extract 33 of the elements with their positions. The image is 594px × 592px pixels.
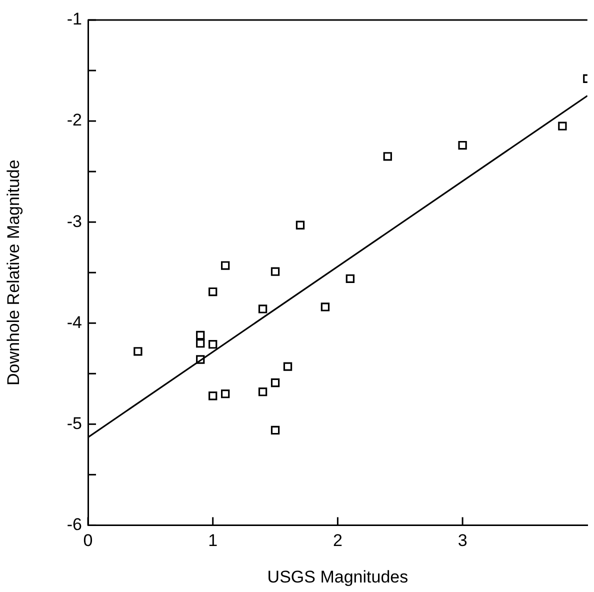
y-tick-label: -6 — [66, 514, 82, 534]
point — [458, 140, 467, 150]
point — [346, 274, 355, 283]
point — [208, 340, 218, 349]
point — [208, 287, 218, 296]
x-axis-title: USGS Magnitudes — [267, 567, 408, 586]
point — [208, 392, 218, 400]
y-tick-label: -4 — [66, 312, 82, 332]
point — [283, 362, 292, 371]
point — [221, 390, 230, 398]
point — [134, 347, 142, 356]
point — [296, 220, 305, 230]
point — [196, 338, 205, 348]
y-tick-label: -2 — [66, 110, 82, 130]
point — [558, 122, 567, 130]
point — [270, 378, 280, 388]
x-tick-label: 2 — [332, 531, 342, 550]
point — [258, 304, 268, 314]
y-tick-label: -5 — [66, 414, 82, 433]
point — [196, 330, 205, 340]
point — [320, 302, 330, 312]
point — [270, 426, 280, 435]
point — [258, 387, 268, 396]
x-tick-label: 1 — [208, 531, 218, 550]
point — [383, 152, 392, 161]
point — [196, 355, 205, 364]
point — [221, 261, 230, 270]
y-tick-label: -3 — [66, 212, 82, 231]
x-tick-label: 3 — [458, 531, 468, 550]
x-tick-label: 0 — [83, 531, 93, 550]
point — [270, 267, 280, 276]
y-axis-title: Downhole Relative Magnitude — [4, 160, 23, 386]
y-tick-label: -1 — [66, 10, 82, 29]
